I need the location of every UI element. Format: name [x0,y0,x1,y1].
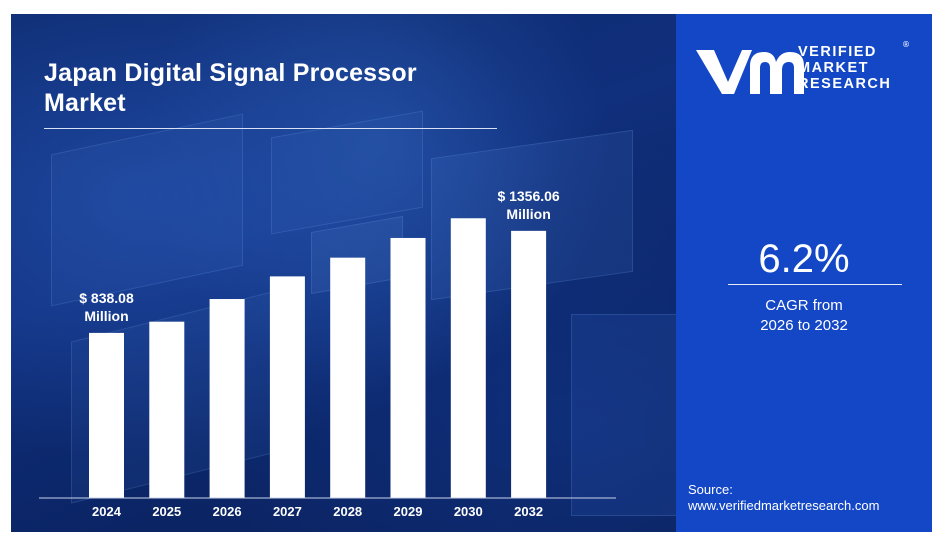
background-circuit-shape [571,314,676,516]
bar-2030 [450,218,486,498]
bar-2032 [511,230,547,498]
brand-line2: MARKET [798,60,870,76]
chart-panel: Japan Digital Signal Processor Market 20… [11,14,676,532]
data-label-2024-unit: Million [84,308,128,324]
registered-mark: ® [902,40,910,49]
x-tick-label-2030: 2030 [454,504,483,519]
infographic-frame: Japan Digital Signal Processor Market 20… [11,14,932,532]
bar-2028 [330,257,366,498]
data-label-2032-value: $ 1356.06 [497,188,559,204]
x-tick-label-2026: 2026 [213,504,242,519]
x-tick-label-2025: 2025 [152,504,181,519]
data-label-2024-value: $ 838.08 [79,290,134,306]
brand-name: VERIFIED MARKET RESEARCH [798,44,891,92]
cagr-label: CAGR from 2026 to 2032 [676,296,932,336]
bar-2024 [89,332,124,498]
bar-2029 [390,237,426,498]
data-labels: $ 838.08 Million $ 1356.06 Million [79,188,560,324]
chart-title: Japan Digital Signal Processor Market [44,58,417,118]
source-label: Source: [688,482,733,497]
bar-chart: 2024 2025 2026 2027 2028 2029 2030 2032 $ 838.0… [39,188,616,519]
data-label-2032-unit: Million [506,206,550,222]
bar-2025 [149,321,185,498]
x-tick-label-2028: 2028 [333,504,362,519]
cagr-label-line1: CAGR from [765,297,843,314]
brand-line3: RESEARCH [798,76,892,92]
bar-2026 [209,299,245,498]
x-tick-label-2024: 2024 [92,504,122,519]
source-url[interactable]: www.verifiedmarketresearch.com [688,498,880,513]
chart-title-line1: Japan Digital Signal Processor [44,59,417,87]
x-tick-label-2027: 2027 [273,504,302,519]
bars [89,218,547,498]
vmr-logo-icon [696,50,804,94]
cagr-divider [728,284,902,285]
x-tick-label-2029: 2029 [394,504,423,519]
chart-title-line2: Market [44,89,126,117]
bar-2027 [269,276,305,498]
brand-line1: VERIFIED [798,44,877,60]
info-panel: VERIFIED MARKET RESEARCH ® 6.2% CAGR fro… [676,14,932,532]
x-axis-ticks: 2024 2025 2026 2027 2028 2029 2030 2032 [92,504,543,519]
cagr-value: 6.2% [758,237,850,281]
cagr-label-line2: 2026 to 2032 [760,317,848,334]
x-tick-label-2032: 2032 [514,504,543,519]
title-underline [44,128,497,129]
